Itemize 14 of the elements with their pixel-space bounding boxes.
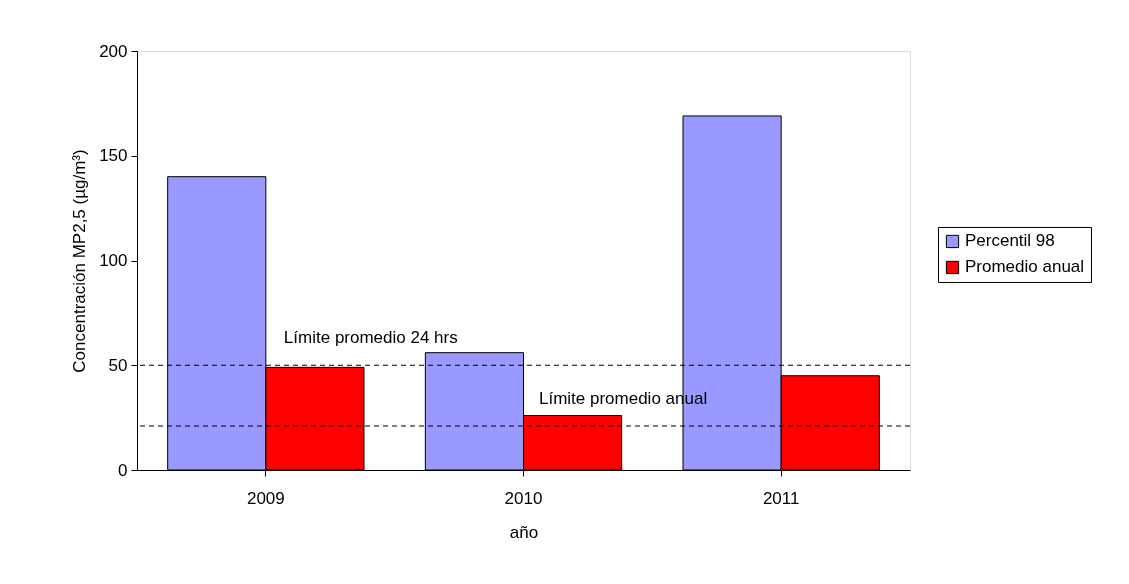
x-tick-label: 2009: [246, 488, 285, 508]
x-tick-label: 2010: [504, 488, 543, 508]
legend-label: Percentil 98: [965, 231, 1055, 251]
y-tick-label: 150: [99, 146, 128, 166]
y-tick-label: 200: [99, 41, 128, 61]
ref-line-label: Límite promedio anual: [538, 389, 708, 409]
x-axis-title: año: [509, 522, 539, 542]
y-axis-title: Concentración MP2,5 (µg/m³): [70, 149, 90, 373]
y-tick-label: 100: [99, 251, 128, 270]
ref-line-label: Límite promedio 24 hrs: [283, 328, 458, 348]
y-tick-label: 0: [118, 460, 128, 480]
legend-label: Promedio anual: [965, 257, 1085, 277]
y-tick-label: 50: [108, 355, 128, 375]
x-tick-label: 2011: [762, 488, 800, 508]
